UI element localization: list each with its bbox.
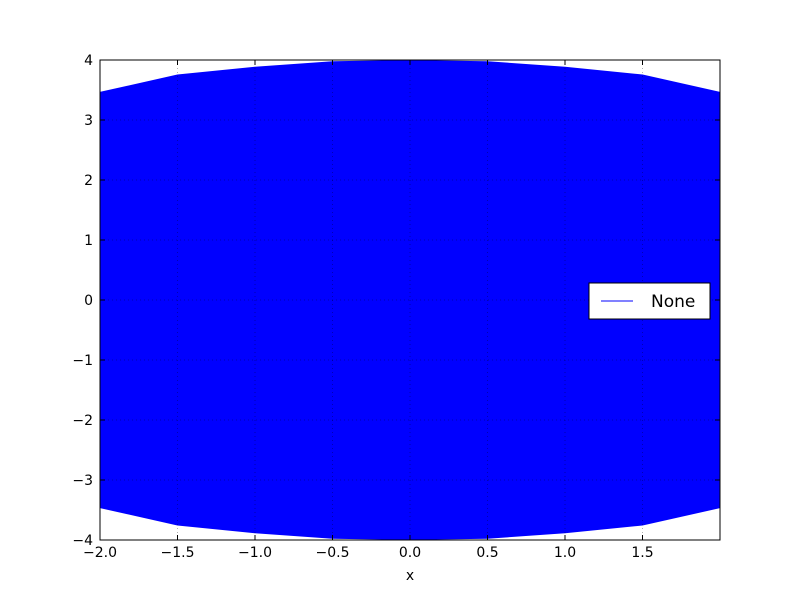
x-tick-label: 0.0 [399, 545, 421, 561]
y-tick-label: 2 [84, 173, 93, 189]
y-tick-label: 3 [84, 113, 93, 129]
x-tick-label: −0.5 [316, 545, 350, 561]
x-tick-label: 0.5 [476, 545, 498, 561]
ticks: −2.0 −1.5 −1.0 −0.5 0.0 0.5 1.0 1.5 −4 −3 −2 −1 0 1 2 3… [72, 53, 720, 561]
x-tick-label: −1.0 [238, 545, 272, 561]
legend: None [588, 282, 711, 320]
x-tick-label: 1.5 [631, 545, 653, 561]
y-tick-label: −2 [72, 413, 93, 429]
legend-entry-label: None [651, 292, 695, 312]
y-tick-label: 1 [84, 233, 93, 249]
y-tick-label: 0 [84, 293, 93, 309]
x-axis-label: x [406, 568, 414, 584]
y-tick-label: −3 [72, 473, 93, 489]
y-tick-label: −1 [72, 353, 93, 369]
y-tick-label: 4 [84, 53, 93, 69]
x-tick-label: 1.0 [554, 545, 576, 561]
x-tick-label: −1.5 [161, 545, 195, 561]
y-tick-label: −4 [72, 533, 93, 549]
x-tick-label: −2.0 [83, 545, 117, 561]
